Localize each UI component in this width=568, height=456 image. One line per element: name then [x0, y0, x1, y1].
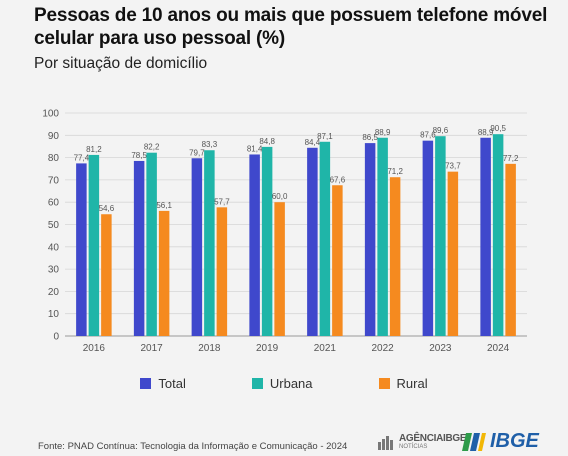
source-note: Fonte: PNAD Contínua: Tecnologia da Info…	[38, 441, 348, 452]
data-label: 81,2	[86, 145, 102, 154]
bar	[492, 134, 504, 336]
bar	[274, 202, 285, 336]
legend-label-rural: Rural	[396, 376, 428, 391]
bar	[133, 160, 145, 336]
data-label: 83,3	[202, 140, 218, 149]
x-tick-label: 2016	[83, 343, 106, 354]
bar	[377, 137, 388, 336]
bar	[505, 163, 516, 336]
ibge-logo: IBGE	[462, 430, 539, 453]
bar	[204, 150, 215, 336]
x-tick-label: 2022	[372, 343, 395, 354]
data-label: 57,7	[214, 197, 230, 206]
y-tick-label: 20	[48, 287, 60, 298]
data-label: 88,9	[375, 128, 391, 137]
legend-label-total: Total	[158, 376, 186, 391]
bar-chart: 0 10 20 30 40 50 60 70 80 90 100 77,481,2 54,6 2016 78…	[42, 109, 527, 354]
y-tick-label: 90	[48, 131, 60, 142]
bar	[158, 210, 170, 336]
bar	[191, 158, 203, 336]
bar	[101, 214, 112, 336]
x-tick-label: 2021	[314, 343, 337, 354]
data-label: 56,1	[156, 201, 172, 210]
bar	[332, 185, 343, 336]
data-label: 87,6	[420, 131, 436, 140]
agencia-emblem-icon	[378, 436, 393, 450]
data-label: 78,5	[131, 151, 147, 160]
bar	[389, 177, 401, 336]
x-tick-label: 2023	[429, 343, 452, 354]
bar	[447, 171, 459, 336]
data-label: 84,8	[259, 137, 275, 146]
data-label: 67,6	[330, 175, 346, 184]
data-label: 87,1	[317, 132, 333, 141]
bar	[146, 152, 157, 336]
y-tick-label: 60	[48, 198, 60, 209]
legend-swatch-rural	[378, 378, 390, 389]
legend-item-total: Total	[140, 376, 186, 391]
agencia-ibge-logo: AGÊNCIAIBGE NOTÍCIAS	[378, 433, 467, 452]
data-label: 54,6	[99, 204, 115, 213]
legend-item-rural: Rural	[378, 376, 428, 391]
bar	[319, 141, 331, 336]
bar	[76, 163, 87, 336]
chart-title: Pessoas de 10 anos ou mais que possuem t…	[34, 5, 548, 49]
bar	[307, 147, 318, 336]
data-label: 89,6	[433, 126, 449, 135]
bar	[480, 137, 491, 336]
legend-swatch-total	[140, 378, 152, 389]
data-label: 77,2	[503, 154, 519, 163]
y-tick-label: 30	[48, 265, 60, 276]
bar	[261, 146, 273, 336]
data-label: 77,4	[74, 153, 90, 162]
bar	[422, 140, 434, 336]
data-label: 60,0	[272, 192, 288, 201]
bar	[364, 143, 376, 336]
y-tick-label: 50	[48, 220, 60, 231]
y-tick-label: 80	[48, 153, 60, 164]
y-tick-label: 70	[48, 175, 60, 186]
y-tick-label: 100	[42, 109, 59, 120]
x-tick-label: 2019	[256, 343, 279, 354]
data-label: 73,7	[445, 162, 461, 171]
bar	[249, 154, 260, 336]
y-tick-label: 40	[48, 242, 60, 253]
agencia-logo-main: AGÊNCIAIBGE	[399, 433, 467, 444]
data-label: 82,2	[144, 143, 160, 152]
x-tick-label: 2017	[141, 343, 164, 354]
data-label: 90,5	[490, 124, 506, 133]
data-label: 71,2	[387, 167, 403, 176]
bar	[216, 207, 228, 336]
agencia-logo-sub: NOTÍCIAS	[399, 444, 428, 450]
legend-item-urbana: Urbana	[251, 376, 313, 391]
bar	[88, 154, 100, 336]
bar	[435, 136, 446, 336]
legend-swatch-urbana	[251, 378, 263, 389]
data-label: 79,7	[189, 148, 205, 157]
data-label: 81,4	[247, 144, 263, 153]
y-tick-label: 0	[53, 332, 59, 343]
x-tick-label: 2024	[487, 343, 510, 354]
ibge-logo-text: IBGE	[490, 430, 539, 452]
chart-subtitle: Por situação de domicílio	[34, 55, 208, 72]
ibge-emblem-icon	[462, 432, 486, 451]
data-label: 84,4	[305, 138, 321, 147]
legend-label-urbana: Urbana	[269, 376, 313, 391]
x-tick-label: 2018	[198, 343, 221, 354]
y-tick-label: 10	[48, 309, 60, 320]
data-label: 88,9	[478, 128, 494, 137]
data-label: 86,5	[362, 133, 378, 142]
legend: Total Urbana Rural	[0, 376, 568, 391]
